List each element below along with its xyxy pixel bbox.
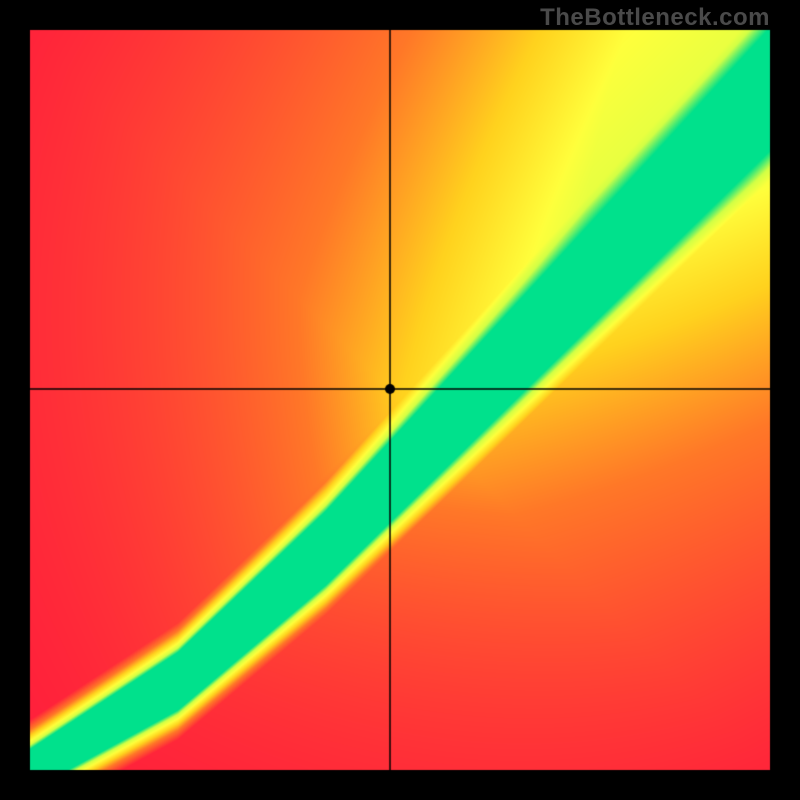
bottleneck-heatmap xyxy=(0,0,800,800)
watermark-text: TheBottleneck.com xyxy=(540,4,770,32)
